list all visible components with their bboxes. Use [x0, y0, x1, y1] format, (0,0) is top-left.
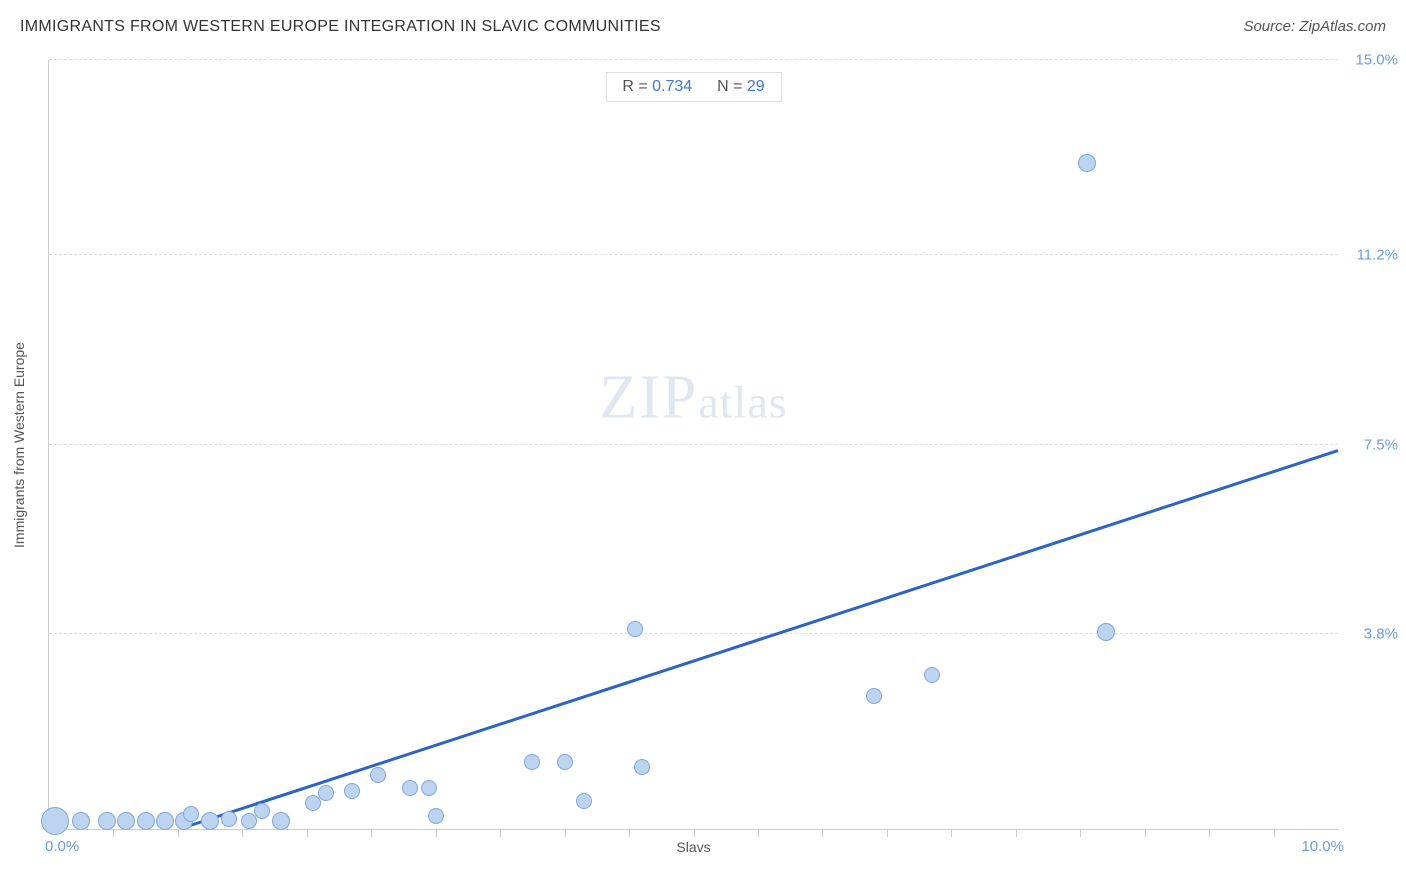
- scatter-point[interactable]: [557, 754, 573, 770]
- x-tick: [758, 829, 759, 837]
- scatter-point[interactable]: [524, 754, 540, 770]
- x-tick: [629, 829, 630, 837]
- x-axis-min-label: 0.0%: [45, 838, 79, 855]
- x-tick: [887, 829, 888, 837]
- scatter-point[interactable]: [183, 806, 199, 822]
- x-tick: [951, 829, 952, 837]
- chart-title: IMMIGRANTS FROM WESTERN EUROPE INTEGRATI…: [20, 18, 661, 35]
- x-tick: [822, 829, 823, 837]
- scatter-point[interactable]: [201, 812, 219, 830]
- x-tick: [1145, 829, 1146, 837]
- x-tick: [694, 829, 695, 837]
- scatter-point[interactable]: [924, 667, 940, 683]
- gridline: [49, 633, 1338, 634]
- scatter-point[interactable]: [1078, 154, 1096, 172]
- x-axis-max-label: 10.0%: [1301, 838, 1344, 855]
- n-label: N =: [717, 78, 742, 95]
- x-tick: [242, 829, 243, 837]
- x-tick: [1209, 829, 1210, 837]
- chart-header: IMMIGRANTS FROM WESTERN EUROPE INTEGRATI…: [20, 18, 1386, 48]
- scatter-point[interactable]: [318, 785, 334, 801]
- y-tick-label: 11.2%: [1357, 246, 1398, 263]
- y-tick-label: 7.5%: [1364, 436, 1398, 453]
- x-tick: [307, 829, 308, 837]
- r-value: 0.734: [652, 78, 692, 95]
- x-axis-title: Slavs: [676, 839, 710, 855]
- x-tick: [565, 829, 566, 837]
- scatter-point[interactable]: [41, 807, 69, 835]
- x-tick: [1274, 829, 1275, 837]
- x-tick: [178, 829, 179, 837]
- n-value: 29: [747, 78, 765, 95]
- gridline: [49, 444, 1338, 445]
- scatter-point[interactable]: [221, 811, 237, 827]
- x-tick: [1016, 829, 1017, 837]
- watermark-atlas: atlas: [698, 377, 787, 428]
- scatter-point[interactable]: [576, 793, 592, 809]
- x-tick: [113, 829, 114, 837]
- scatter-point[interactable]: [627, 621, 643, 637]
- gridline: [49, 59, 1338, 60]
- scatter-point[interactable]: [72, 812, 90, 830]
- scatter-point[interactable]: [156, 812, 174, 830]
- trendline: [184, 449, 1339, 829]
- scatter-chart: ZIPatlas Immigrants from Western Europe …: [48, 60, 1338, 830]
- scatter-point[interactable]: [344, 783, 360, 799]
- scatter-point[interactable]: [866, 688, 882, 704]
- watermark-zip: ZIP: [599, 364, 698, 432]
- scatter-point[interactable]: [272, 812, 290, 830]
- x-tick: [371, 829, 372, 837]
- x-tick: [1080, 829, 1081, 837]
- scatter-point[interactable]: [254, 803, 270, 819]
- scatter-point[interactable]: [370, 767, 386, 783]
- stats-box: R = 0.734 N = 29: [605, 72, 781, 102]
- x-tick: [436, 829, 437, 837]
- scatter-point[interactable]: [117, 812, 135, 830]
- scatter-point[interactable]: [1097, 623, 1115, 641]
- scatter-point[interactable]: [98, 812, 116, 830]
- scatter-point[interactable]: [428, 808, 444, 824]
- scatter-point[interactable]: [421, 780, 437, 796]
- y-tick-label: 3.8%: [1364, 626, 1398, 643]
- r-label: R =: [622, 78, 647, 95]
- watermark: ZIPatlas: [599, 363, 787, 434]
- y-tick-label: 15.0%: [1355, 52, 1398, 69]
- y-axis-title: Immigrants from Western Europe: [11, 342, 27, 548]
- gridline: [49, 254, 1338, 255]
- scatter-point[interactable]: [402, 780, 418, 796]
- scatter-point[interactable]: [137, 812, 155, 830]
- scatter-point[interactable]: [634, 759, 650, 775]
- source-attribution: Source: ZipAtlas.com: [1243, 18, 1386, 35]
- x-tick: [500, 829, 501, 837]
